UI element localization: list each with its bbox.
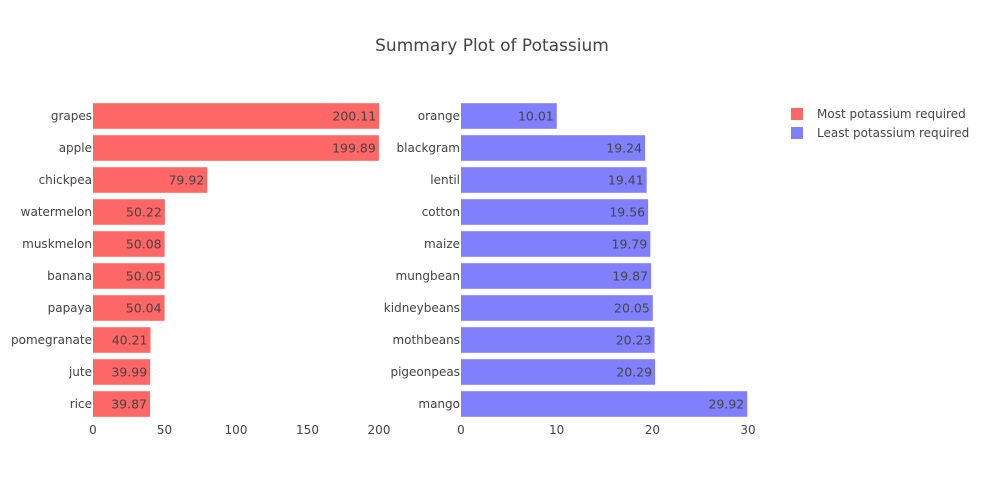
bar-orange[interactable] xyxy=(461,103,557,129)
bar-chickpea[interactable] xyxy=(93,167,208,193)
category-label-mango: mango xyxy=(418,397,460,411)
panel-2: orange 10.01 blackgram 19.24 lentil 19.41 cott… xyxy=(384,103,756,437)
value-label-kidneybeans: 20.05 xyxy=(614,301,650,316)
value-label-banana: 50.05 xyxy=(126,269,162,284)
value-label-watermelon: 50.22 xyxy=(126,205,162,220)
value-label-blackgram: 19.24 xyxy=(606,141,642,156)
legend-label: Most potassium required xyxy=(817,107,966,121)
value-label-papaya: 50.04 xyxy=(126,301,162,316)
value-label-cotton: 19.56 xyxy=(609,205,645,220)
legend-item-2[interactable]: Least potassium required xyxy=(791,126,969,140)
category-label-papaya: papaya xyxy=(48,301,92,315)
category-label-grapes: grapes xyxy=(51,109,92,123)
bar-rice[interactable] xyxy=(93,391,151,417)
x-tick-label: 20 xyxy=(645,423,660,437)
category-label-pomegranate: pomegranate xyxy=(11,333,92,347)
x-tick-label: 0 xyxy=(457,423,465,437)
category-label-cotton: cotton xyxy=(422,205,460,219)
category-label-blackgram: blackgram xyxy=(397,141,460,155)
category-label-mothbeans: mothbeans xyxy=(392,333,460,347)
bar-cotton[interactable] xyxy=(461,199,649,225)
bar-pigeonpeas[interactable] xyxy=(461,359,656,385)
bar-banana[interactable] xyxy=(93,263,165,289)
category-label-muskmelon: muskmelon xyxy=(22,237,92,251)
value-label-orange: 10.01 xyxy=(518,109,554,124)
bar-grapes[interactable] xyxy=(93,103,380,129)
value-label-rice: 39.87 xyxy=(111,397,147,412)
category-label-orange: orange xyxy=(418,109,460,123)
category-label-apple: apple xyxy=(59,141,92,155)
bar-pomegranate[interactable] xyxy=(93,327,151,353)
x-tick-label: 30 xyxy=(740,423,755,437)
legend-label: Least potassium required xyxy=(817,126,969,140)
legend-swatch xyxy=(791,127,803,139)
category-label-chickpea: chickpea xyxy=(39,173,92,187)
value-label-grapes: 200.11 xyxy=(332,109,376,124)
bar-lentil[interactable] xyxy=(461,167,647,193)
value-label-apple: 199.89 xyxy=(332,141,376,156)
value-label-mango: 29.92 xyxy=(708,397,744,412)
x-tick-label: 150 xyxy=(296,423,319,437)
chart-title: Summary Plot of Potassium xyxy=(375,36,609,56)
bar-muskmelon[interactable] xyxy=(93,231,165,257)
legend-item-1[interactable]: Most potassium required xyxy=(791,107,966,121)
value-label-jute: 39.99 xyxy=(111,365,147,380)
value-label-lentil: 19.41 xyxy=(608,173,644,188)
legend-swatch xyxy=(791,108,803,120)
bar-papaya[interactable] xyxy=(93,295,165,321)
value-label-pigeonpeas: 20.29 xyxy=(616,365,652,380)
bar-watermelon[interactable] xyxy=(93,199,165,225)
panel-1: grapes 200.11 apple 199.89 chickpea 79.92 wate… xyxy=(11,103,390,437)
value-label-maize: 19.79 xyxy=(612,237,648,252)
bar-jute[interactable] xyxy=(93,359,151,385)
value-label-mungbean: 19.87 xyxy=(612,269,648,284)
category-label-mungbean: mungbean xyxy=(396,269,460,283)
bar-mango[interactable] xyxy=(461,391,748,417)
value-label-pomegranate: 40.21 xyxy=(112,333,148,348)
category-label-watermelon: watermelon xyxy=(21,205,92,219)
bar-maize[interactable] xyxy=(461,231,651,257)
category-label-jute: jute xyxy=(68,365,92,379)
category-label-pigeonpeas: pigeonpeas xyxy=(390,365,460,379)
bar-mothbeans[interactable] xyxy=(461,327,655,353)
category-label-lentil: lentil xyxy=(430,173,460,187)
category-label-kidneybeans: kidneybeans xyxy=(384,301,460,315)
x-tick-label: 200 xyxy=(368,423,391,437)
bar-kidneybeans[interactable] xyxy=(461,295,653,321)
value-label-muskmelon: 50.08 xyxy=(126,237,162,252)
x-tick-label: 100 xyxy=(225,423,248,437)
x-tick-label: 0 xyxy=(89,423,97,437)
category-label-banana: banana xyxy=(47,269,92,283)
legend[interactable]: Most potassium required Least potassium r… xyxy=(791,107,969,140)
bar-mungbean[interactable] xyxy=(461,263,652,289)
x-tick-label: 50 xyxy=(157,423,172,437)
x-tick-label: 10 xyxy=(549,423,564,437)
category-label-maize: maize xyxy=(424,237,460,251)
bar-blackgram[interactable] xyxy=(461,135,646,161)
category-label-rice: rice xyxy=(70,397,92,411)
bar-apple[interactable] xyxy=(93,135,379,161)
value-label-chickpea: 79.92 xyxy=(168,173,204,188)
value-label-mothbeans: 20.23 xyxy=(616,333,652,348)
